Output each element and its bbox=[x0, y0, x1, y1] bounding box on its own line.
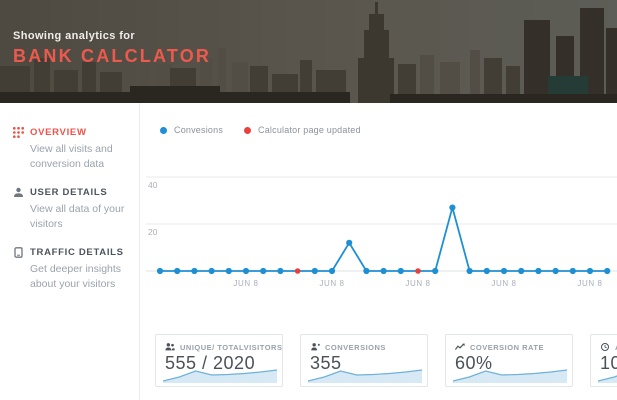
stat-card-conversions: CONVERSIONS 355 bbox=[300, 334, 428, 387]
conversions-dot-icon bbox=[160, 126, 167, 134]
stat-cards: UNIQUE/ TOTALVISITORS 555 / 2020 CONVERS… bbox=[155, 334, 617, 387]
conversions-line-chart: 20 40 JUN 8 JUN 8 JUN 8 JUN 8 JUN 8 bbox=[146, 176, 617, 288]
grid-dots-icon bbox=[13, 127, 24, 138]
header-subtitle: Showing analytics for bbox=[13, 30, 136, 42]
svg-text:20: 20 bbox=[148, 227, 158, 237]
conversion-rate-sparkline bbox=[453, 369, 567, 383]
legend-item-conversions[interactable]: Convesions bbox=[160, 125, 223, 135]
svg-text:JUN 8: JUN 8 bbox=[319, 279, 344, 288]
traffic-icon bbox=[14, 247, 23, 258]
stat-card-visitors: UNIQUE/ TOTALVISITORS 555 / 2020 bbox=[155, 334, 283, 387]
calculator-updated-dot-icon bbox=[244, 126, 252, 134]
svg-text:JUN 8: JUN 8 bbox=[491, 279, 516, 288]
sidebar-item-label: OVERVIEW bbox=[30, 127, 87, 138]
sidebar-item-description: View all visits and conversion data bbox=[30, 143, 113, 170]
main-content: Convesions Calculator page updated 20 40 J… bbox=[140, 103, 617, 400]
person-plus-icon bbox=[311, 343, 320, 351]
svg-text:JUN 8: JUN 8 bbox=[233, 279, 258, 288]
sidebar-item-label: TRAFFIC DETAILS bbox=[30, 247, 124, 258]
stat-card-conversion-rate: COVERSION RATE 60% bbox=[445, 334, 573, 387]
stat-card-label: COVERSION RATE bbox=[470, 342, 544, 352]
clock-icon bbox=[601, 343, 609, 351]
stat-card-label: CONVERSIONS bbox=[325, 342, 386, 352]
sidebar-item-label: USER DETAILS bbox=[30, 187, 108, 198]
people-icon bbox=[165, 343, 175, 351]
page-title: BANK CALCLATOR bbox=[13, 46, 212, 66]
chart-legend: Convesions Calculator page updated bbox=[160, 125, 361, 135]
sidebar-item-overview[interactable]: OVERVIEW View all visits and conversion … bbox=[13, 127, 129, 172]
legend-label: Calculator page updated bbox=[258, 125, 361, 135]
legend-item-calculator-updated[interactable]: Calculator page updated bbox=[244, 125, 361, 135]
header-banner: Showing analytics for BANK CALCLATOR bbox=[0, 0, 617, 103]
stat-card-value: 355 bbox=[310, 353, 342, 373]
stat-card-value: 60% bbox=[455, 353, 493, 373]
city-skyline-image bbox=[0, 0, 617, 103]
sidebar-item-traffic-details[interactable]: TRAFFIC DETAILS Get deeper insights abou… bbox=[13, 247, 129, 292]
user-icon bbox=[14, 187, 23, 197]
stat-card-label: AV bbox=[615, 343, 617, 352]
conversions-sparkline bbox=[308, 369, 422, 383]
sidebar-item-user-details[interactable]: USER DETAILS View all data of your visit… bbox=[13, 187, 129, 232]
svg-text:40: 40 bbox=[148, 180, 158, 190]
visitors-sparkline bbox=[163, 369, 277, 383]
stat-card-value: 10 bbox=[600, 353, 617, 373]
sidebar-item-description: Get deeper insights about your visitors bbox=[30, 263, 122, 290]
stat-card-value: 555 / 2020 bbox=[165, 353, 256, 373]
stat-card-label: UNIQUE/ TOTALVISITORS bbox=[180, 342, 283, 352]
sidebar: OVERVIEW View all visits and conversion … bbox=[0, 103, 140, 400]
svg-text:JUN 8: JUN 8 bbox=[405, 279, 430, 288]
trend-icon bbox=[455, 343, 465, 350]
svg-text:JUN 8: JUN 8 bbox=[577, 279, 602, 288]
stat-card-avg-time: AV 10 bbox=[590, 334, 617, 387]
legend-label: Convesions bbox=[174, 125, 224, 135]
sidebar-item-description: View all data of your visitors bbox=[30, 203, 125, 230]
avg-time-sparkline bbox=[598, 375, 617, 383]
